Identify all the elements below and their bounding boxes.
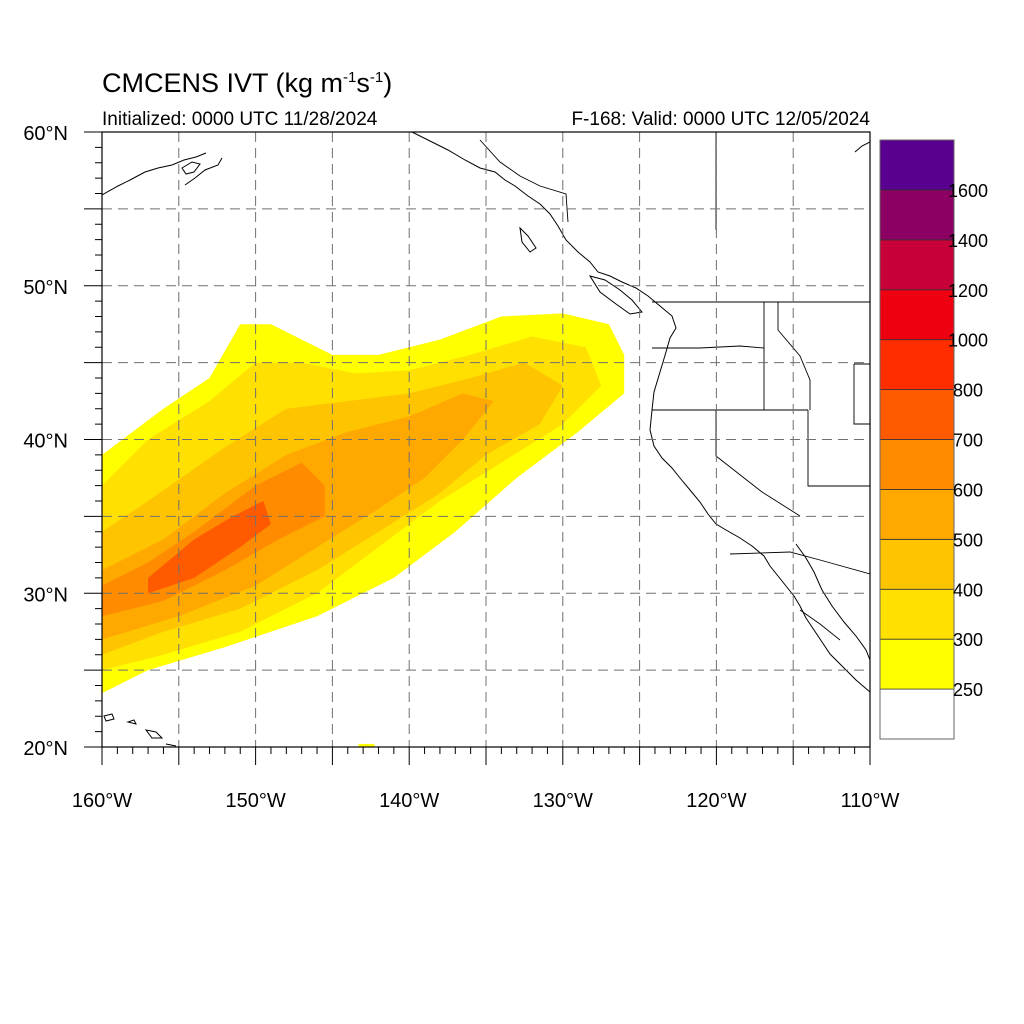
canada-us-border — [652, 132, 870, 303]
us-mexico-border — [729, 551, 870, 575]
init-time-label: Initialized: 0000 UTC 11/28/2024 — [102, 109, 378, 130]
colorbar-swatch — [879, 189, 955, 241]
x-axis-labels: 160°W 150°W 140°W 130°W 120°W 110°W — [72, 790, 900, 812]
colorbar-label: 1400 — [948, 231, 988, 251]
x-tick-label: 110°W — [841, 790, 900, 812]
colorbar-swatch — [879, 439, 955, 490]
x-tick-label: 130°W — [533, 790, 593, 812]
colorbar-swatch — [879, 139, 955, 191]
valid-time-label: F-168: Valid: 0000 UTC 12/05/2024 — [571, 109, 870, 130]
colorbar-swatch — [879, 489, 955, 540]
colorbar-label: 500 — [953, 530, 983, 550]
sonora-border — [799, 609, 841, 641]
colorbar-frame — [879, 139, 955, 740]
vancouver-island — [588, 275, 643, 315]
kodiak-island — [181, 161, 201, 175]
x-tick-label: 140°W — [379, 790, 439, 812]
colorbar-label: 1600 — [948, 181, 988, 201]
coastlines — [102, 132, 870, 747]
colorbar-swatch — [879, 638, 955, 690]
oregon-washington — [652, 345, 765, 349]
gulf-of-alaska-coast — [411, 132, 677, 353]
lat-lon-grid — [102, 132, 870, 747]
colorbar-label: 800 — [953, 381, 983, 401]
idaho-nevada — [763, 302, 811, 410]
x-tick-label: 150°W — [225, 790, 285, 812]
baja-gulf-coast — [795, 543, 870, 661]
colorbar-swatch — [879, 239, 955, 291]
colorbar-label: 700 — [953, 431, 983, 451]
colorbar-swatch — [879, 389, 955, 440]
colorbar-swatch — [879, 538, 955, 590]
hawaii-islands — [103, 713, 177, 747]
x-tick-label: 120°W — [686, 790, 746, 812]
colorbar-label: 300 — [953, 630, 983, 650]
colorbar-label: 1000 — [948, 331, 988, 351]
colorbar: 250 300 400 500 600 700 800 1000 1200 1400 1600 — [879, 139, 988, 740]
y-tick-label: 50°N — [23, 277, 68, 299]
y-tick-label: 60°N — [23, 123, 68, 145]
oregon-california — [652, 409, 870, 487]
colorbar-label: 600 — [953, 480, 983, 500]
colorbar-label: 1200 — [948, 281, 988, 301]
x-tick-label: 160°W — [72, 790, 132, 812]
canada-east-coast — [854, 141, 870, 153]
y-tick-label: 20°N — [23, 738, 68, 760]
colorbar-label: 400 — [953, 580, 983, 600]
y-tick-label: 40°N — [23, 431, 68, 453]
utah-border — [853, 363, 870, 425]
y-tick-label: 30°N — [23, 584, 68, 606]
y-axis-labels: 60°N 50°N 40°N 30°N 20°N — [23, 123, 68, 760]
alaska-coast — [102, 152, 223, 196]
axis-ticks — [84, 131, 871, 765]
colorbar-swatch — [879, 289, 955, 341]
colorbar-swatch — [879, 688, 955, 740]
colorbar-swatch — [879, 588, 955, 640]
alaska-canada-border — [479, 139, 569, 223]
ivt-patch-small — [358, 743, 375, 747]
haida-gwaii — [519, 226, 537, 253]
ivt-field — [102, 313, 625, 747]
colorbar-label: 250 — [953, 680, 983, 700]
nevada-west — [715, 410, 801, 517]
colorbar-swatch — [879, 339, 955, 390]
map-title: CMCENS IVT (kg m-1s-1) — [102, 68, 393, 98]
us-west-coast — [649, 351, 870, 693]
